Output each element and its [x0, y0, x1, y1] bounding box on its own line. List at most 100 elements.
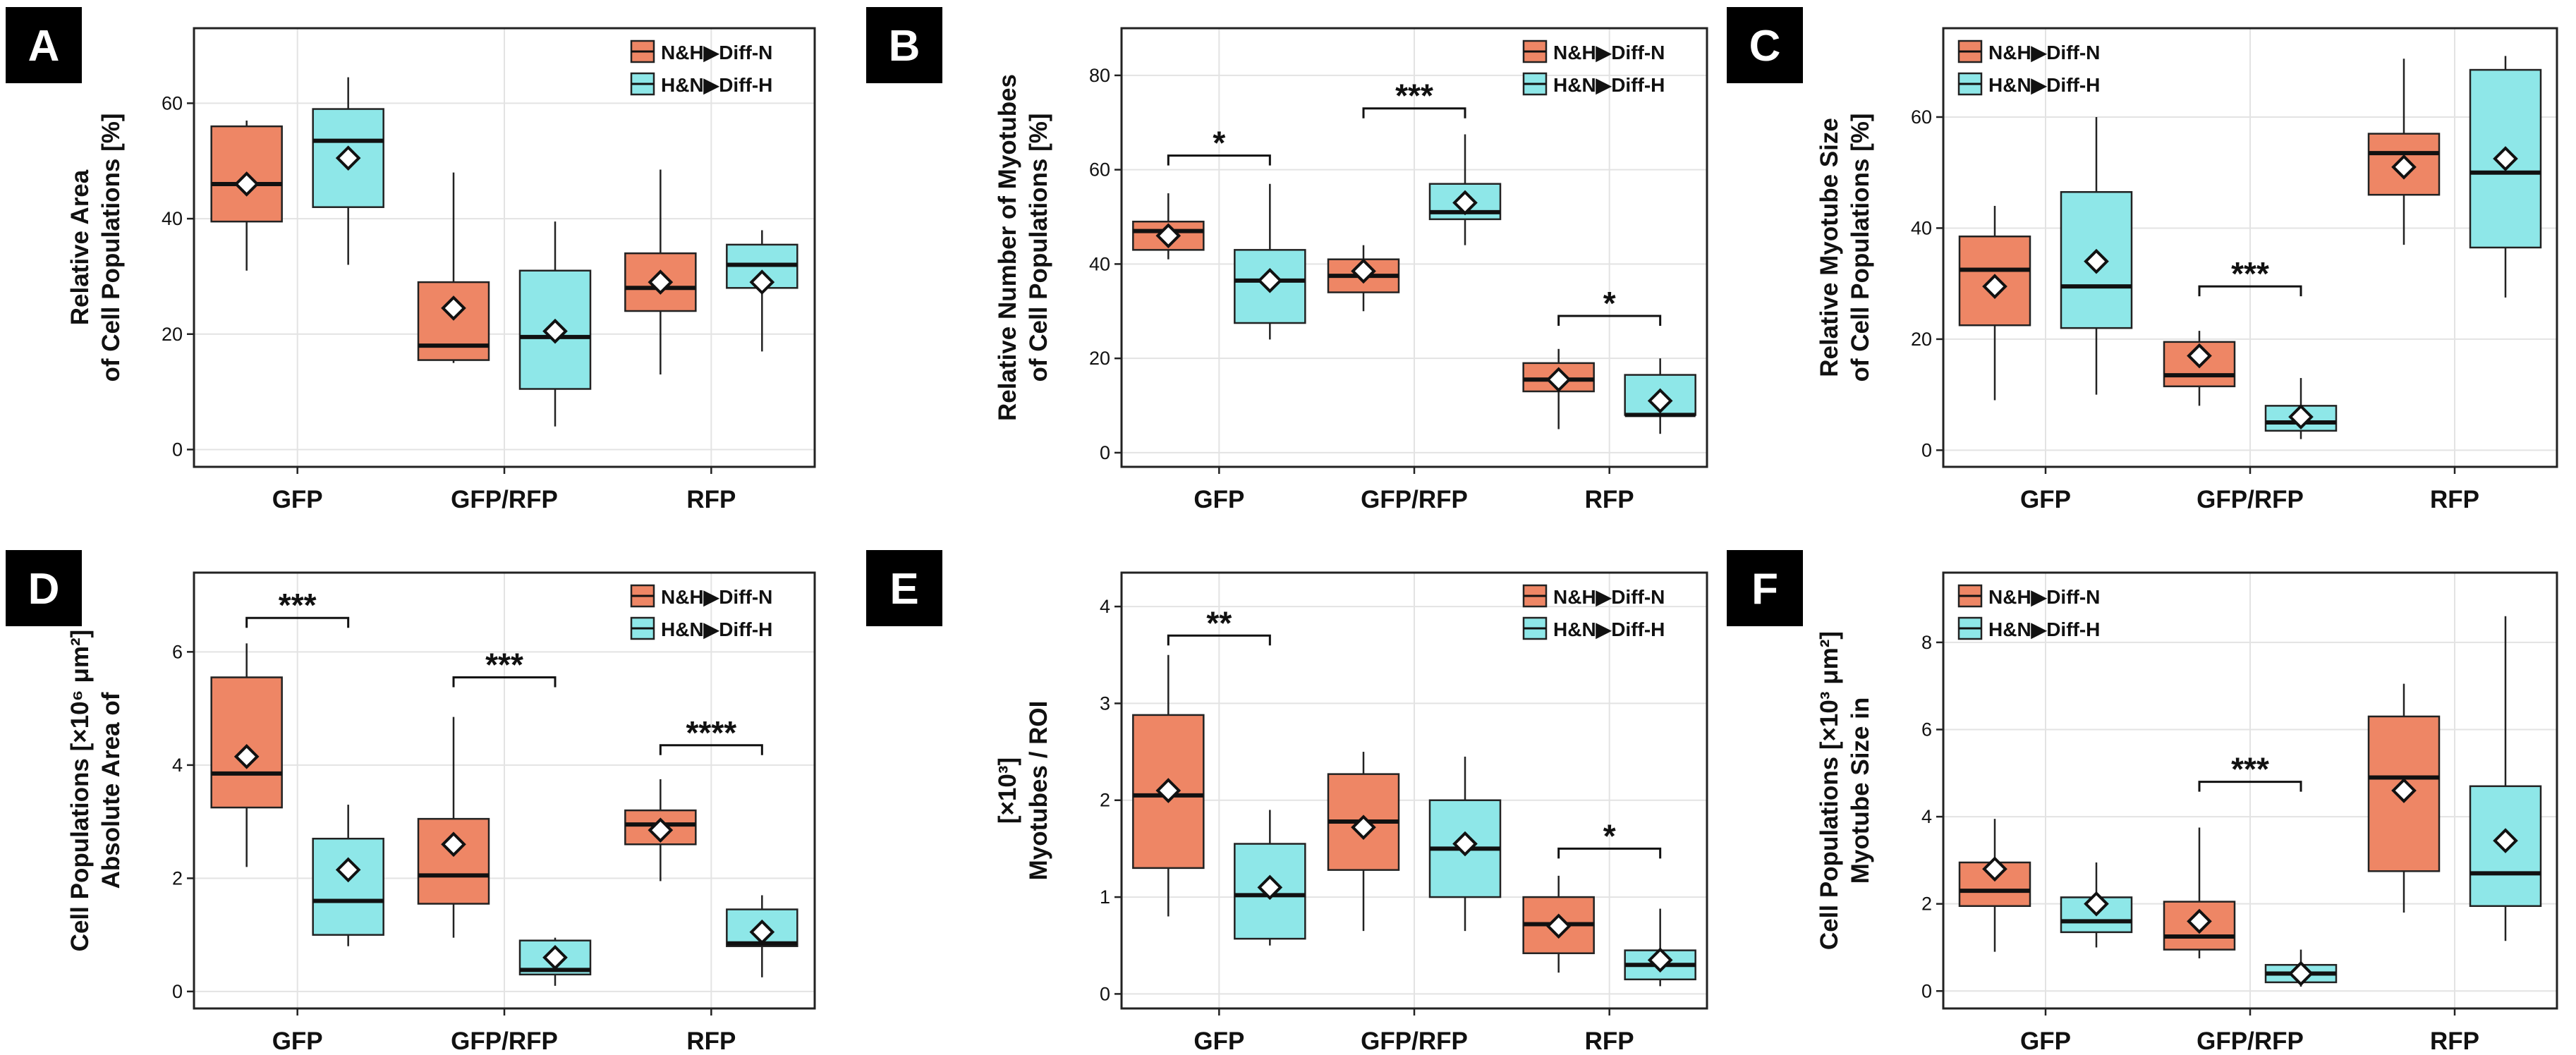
box-n-0 [1958, 205, 2031, 401]
significance-bracket [659, 744, 763, 755]
panel-c: C 0 20 40 60 GFP GFP/RFP RFP Relative Myotube Si… [1727, 7, 2558, 513]
legend-label: N&H▶Diff-N [1988, 42, 2100, 63]
box-n-1 [1327, 245, 1400, 312]
box-body [1132, 714, 1205, 870]
box-n-2 [2367, 683, 2441, 913]
panel-letter-badge [6, 550, 82, 626]
box-h-2 [1624, 358, 1696, 434]
y-tick-label: 0 [1100, 442, 1110, 463]
y-axis-label: Relative Area of Cell Populations [%] [66, 113, 125, 382]
y-axis-label-line: Absolute Area of [97, 692, 125, 889]
y-tick-label: 60 [1089, 159, 1110, 181]
y-axis-label-line: Cell Populations [×10⁶ μm²] [66, 630, 94, 952]
box-h-2 [2469, 616, 2542, 941]
mean-marker [2391, 778, 2417, 803]
mean-marker [2288, 404, 2314, 429]
y-axis-label: [×10³] Myotubes / ROI [994, 701, 1052, 881]
box-body [210, 676, 283, 809]
significance-label: * [1213, 125, 1225, 161]
legend-label: N&H▶Diff-N [661, 586, 772, 608]
box-body [312, 837, 384, 936]
legend-label: H&N▶Diff-H [1553, 74, 1665, 96]
y-tick-label: 2 [172, 867, 183, 889]
legend-entry: H&N▶Diff-H [630, 616, 772, 640]
mean-marker [2288, 961, 2314, 987]
panel-letter-badge [1727, 550, 1803, 626]
mean-marker [1155, 223, 1181, 249]
box-n-0 [1132, 193, 1205, 260]
panel-letter: A [28, 22, 60, 71]
x-category-label: GFP/RFP [2197, 1027, 2304, 1055]
box-n-1 [2163, 827, 2236, 958]
legend-label: N&H▶Diff-N [1553, 42, 1665, 63]
y-tick-label: 20 [1089, 348, 1110, 369]
panel-letter: E [889, 565, 918, 614]
box-n-0 [1958, 819, 2031, 952]
y-axis-label-line: Relative Area [66, 169, 94, 325]
mean-marker [2493, 146, 2518, 171]
box-n-1 [417, 172, 490, 363]
box-h-0 [312, 805, 384, 946]
y-axis-label-line: Relative Myotube Size [1816, 118, 1843, 377]
mean-marker [1647, 388, 1673, 414]
box-body [417, 281, 490, 361]
significance-bracket [1362, 107, 1466, 118]
box-body [417, 817, 490, 905]
x-category-label: RFP [1585, 486, 1634, 513]
mean-marker [1155, 778, 1181, 803]
panel-letter-badge [866, 7, 942, 83]
significance-label: *** [2231, 255, 2269, 292]
y-tick-label: 0 [1921, 439, 1932, 461]
mean-marker [335, 145, 361, 171]
panel-f: F 0 2 4 6 8 GFP GFP/RFP RFP Cell Populations [×10… [1727, 550, 2558, 1055]
y-tick-label: 60 [162, 92, 183, 114]
mean-marker [2084, 248, 2109, 274]
mean-marker [335, 857, 361, 883]
panel-letter: F [1751, 565, 1778, 614]
y-tick-label: 4 [1100, 596, 1110, 617]
box-h-0 [1234, 183, 1306, 340]
y-tick-label: 2 [1921, 894, 1932, 915]
y-axis-label-line: Myotube Size in [1847, 697, 1874, 884]
significance-bracket [1557, 315, 1662, 326]
box-h-1 [1428, 756, 1502, 932]
y-tick-label: 3 [1100, 693, 1110, 714]
x-category-label: RFP [2430, 1027, 2479, 1055]
y-axis-label-line: Myotubes / ROI [1025, 701, 1052, 881]
x-category-label: RFP [2430, 486, 2479, 513]
box-n-2 [624, 169, 697, 375]
box-n-0 [210, 120, 283, 271]
mean-marker [1351, 258, 1376, 284]
y-tick-label: 0 [1100, 983, 1110, 1004]
panel-letter: C [1749, 22, 1781, 71]
legend-label: N&H▶Diff-N [1553, 586, 1665, 608]
panel-letter-badge [1727, 7, 1803, 83]
mean-marker [233, 171, 260, 197]
y-tick-label: 8 [1921, 632, 1932, 653]
y-tick-label: 2 [1100, 790, 1110, 811]
mean-marker [1545, 913, 1572, 939]
x-category-label: GFP/RFP [451, 486, 558, 513]
significance-bracket [1167, 634, 1271, 646]
y-axis-label-line: of Cell Populations [%] [1847, 113, 1874, 382]
y-axis-label-line: Relative Number of Myotubes [994, 74, 1021, 421]
significance-label: *** [485, 646, 523, 683]
box-h-2 [2469, 56, 2542, 298]
panel-b: B 0 20 40 60 80 GFP GFP/RFP RFP Relative Number o… [866, 7, 1708, 513]
significance-label: *** [279, 587, 317, 623]
y-tick-label: 6 [172, 641, 183, 662]
y-tick-label: 40 [1911, 217, 1932, 238]
panel-e: E 0 1 2 3 4 GFP GFP/RFP RFP [×10³] Myotubes / ROI *… [866, 550, 1708, 1055]
y-tick-label: 0 [172, 439, 183, 460]
legend-entry: N&H▶Diff-N [630, 39, 772, 63]
legend-entry: N&H▶Diff-N [1522, 39, 1665, 63]
box-n-2 [1522, 875, 1595, 973]
panel-letter: D [28, 565, 60, 614]
legend-entry: H&N▶Diff-H [630, 72, 772, 96]
legend-label: H&N▶Diff-H [1553, 618, 1665, 640]
y-tick-label: 20 [1911, 329, 1932, 350]
y-axis-label-line: Cell Populations [×10³ μm²] [1816, 631, 1843, 950]
y-tick-label: 80 [1089, 65, 1110, 86]
panel-letter: B [889, 22, 921, 71]
mean-marker [1647, 947, 1673, 973]
